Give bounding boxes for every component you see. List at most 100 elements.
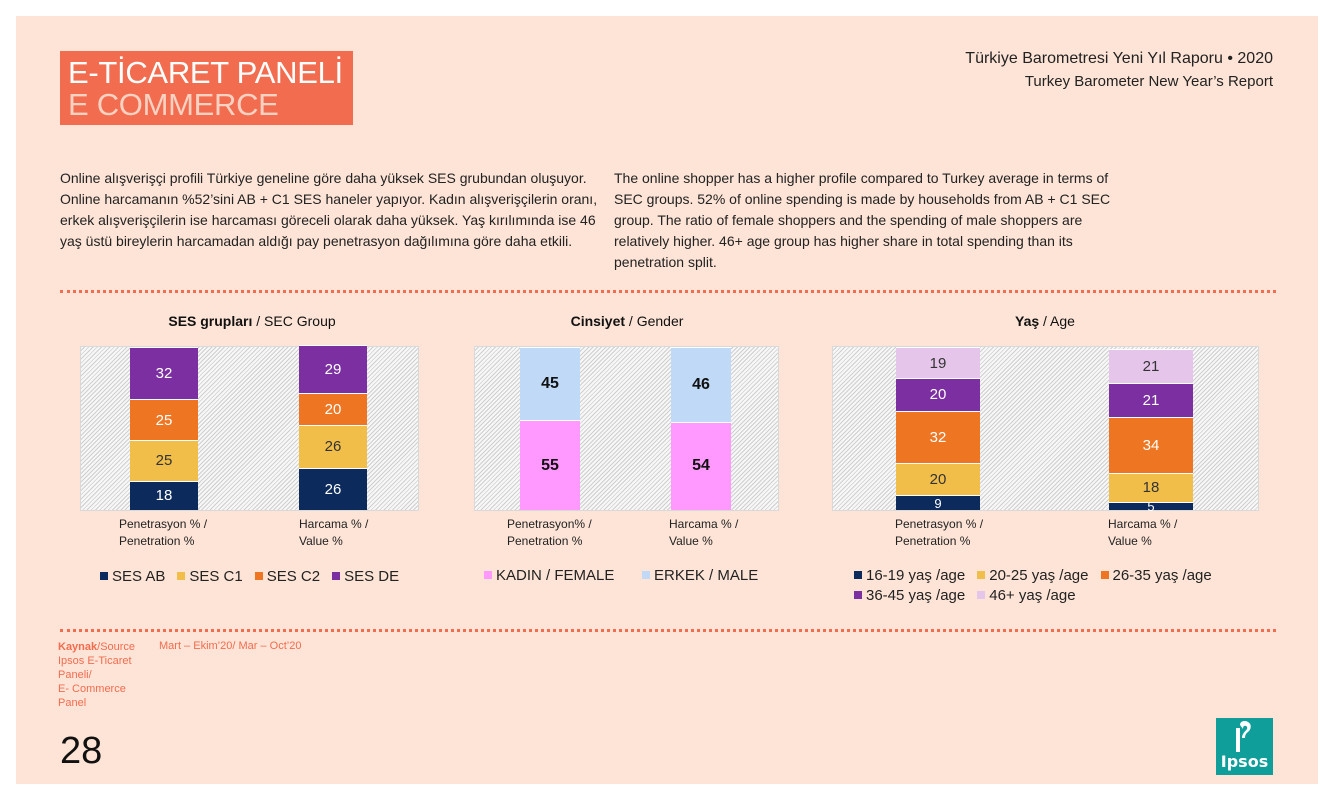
legend-swatch [484,571,492,579]
report-title-turkish: Türkiye Barometresi Yeni Yıl Raporu • 20… [965,50,1273,67]
report-title-english: Turkey Barometer New Year’s Report [1024,73,1273,90]
age-bar-segment: 18 [1109,472,1193,502]
gender-data-label: 45 [541,375,559,393]
ses-bar-segment: 25 [130,399,198,440]
age-chart: 9 20 32 20 19 5 18 34 21 21 [832,346,1259,513]
intro-paragraph-turkish: Online alışverişçi profili Türkiye genel… [60,170,598,249]
ses-bar-penetration: 18 25 25 32 [130,347,198,510]
source-line: Paneli/ [58,669,92,681]
gender-bar-penetration: 55 45 [520,347,580,510]
dotted-divider-bottom [60,629,1276,632]
ses-chart: 18 25 25 32 26 26 20 29 [80,345,419,511]
legend-item-male: ERKEK / MALE [642,567,758,584]
gender-chart: 55 45 54 46 [474,346,779,511]
legend-swatch [642,571,650,579]
title-turkish: E-TİCARET PANELİ [68,55,343,90]
age-legend-row-1: 16-19 yaş /age 20-25 yaş /age 26-35 yaş … [854,567,1212,584]
page-number: 28 [60,730,103,772]
age-data-label: 9 [934,495,942,511]
source-line: E- Commerce [58,683,126,695]
ses-data-label: 25 [155,452,173,470]
ipsos-logo-text: Ipsos [1220,752,1269,771]
age-xlabel-penetration: Penetrasyon % / Penetration % [895,517,984,548]
ses-bar-segment: 26 [299,425,367,468]
legend-swatch [977,591,986,599]
age-bar-segment: 21 [1109,382,1193,418]
legend-item-female: KADIN / FEMALE [484,567,614,584]
age-data-label: 20 [929,386,947,404]
ses-data-label: 25 [155,411,173,429]
ipsos-logo-mark-icon [1236,721,1251,752]
legend-item-age-46-plus: 46+ yaş /age [977,587,1076,604]
gender-data-label: 54 [692,457,710,475]
intro-paragraph-english: The online shopper has a higher profile … [614,170,1111,270]
age-data-label: 32 [929,428,947,446]
legend-swatch [854,571,862,579]
slide: E-TİCARET PANELİ E COMMERCE Türkiye Baro… [16,16,1318,784]
gender-bar-segment: 54 [671,421,731,510]
legend-swatch [254,572,263,580]
ses-data-label: 29 [324,361,342,378]
age-data-label: 21 [1142,391,1160,409]
legend-swatch [177,572,186,580]
title-english: E COMMERCE [68,87,279,122]
legend-item-ses-c2: SES C2 [254,568,320,585]
ses-bar-segment: 32 [130,347,198,400]
legend-item-age-20-25: 20-25 yaş /age [977,567,1089,584]
age-bar-value: 5 18 34 21 21 [1109,347,1193,513]
age-data-label: 21 [1142,357,1160,375]
ses-bar-segment: 18 [130,480,198,510]
age-data-label: 20 [929,471,947,489]
age-bar-segment: 20 [896,462,980,496]
ses-panel-title: SES grupları / SEC Group [168,313,336,329]
ses-xlabel-penetration: Penetrasyon % / Penetration % [119,517,208,548]
age-bar-segment: 9 [896,495,980,510]
gender-bar-value: 54 46 [671,347,731,510]
age-bar-segment: 34 [1109,417,1193,473]
gender-data-label: 55 [541,456,559,474]
gender-panel-title: Cinsiyet / Gender [570,313,684,329]
age-data-label: 34 [1142,436,1160,454]
age-legend-row-2: 36-45 yaş /age 46+ yaş /age [854,587,1076,604]
title-box: E-TİCARET PANELİ E COMMERCE [60,51,353,125]
age-bar-segment: 5 [1109,500,1193,513]
legend-item-ses-c1: SES C1 [177,568,243,585]
ses-bar-segment: 25 [130,439,198,481]
legend-item-ses-ab: SES AB [100,568,165,585]
source-line: Ipsos E-Ticaret [58,655,132,667]
age-bar-segment: 20 [896,377,980,411]
legend-item-age-36-45: 36-45 yaş /age [854,587,965,604]
age-bar-segment: 21 [1109,348,1193,383]
ses-xlabel-value: Harcama % / Value % [299,517,369,548]
legend-swatch [977,571,986,579]
gender-xlabel-penetration: Penetrasyon% / Penetration % [507,517,592,548]
gender-data-label: 46 [692,376,710,393]
age-xlabel-value: Harcama % / Value % [1108,517,1178,548]
ses-bar-segment: 29 [299,345,367,393]
ses-data-label: 18 [155,487,173,505]
age-data-label: 19 [929,354,947,372]
ses-data-label: 26 [324,438,342,456]
age-data-label: 18 [1142,479,1160,497]
age-bar-segment: 19 [896,347,980,378]
ipsos-logo: Ipsos [1216,718,1273,775]
legend-item-age-26-35: 26-35 yaş /age [1100,567,1212,584]
legend-item-age-16-19: 16-19 yaş /age [854,567,965,584]
gender-bar-segment: 55 [520,420,580,510]
legend-swatch [1100,571,1109,579]
ses-bar-value: 26 26 20 29 [299,345,367,510]
source-label: Kaynak/Source [58,641,136,653]
legend-swatch [854,591,862,599]
source-note: Kaynak/Source Ipsos E-Ticaret Paneli/ E-… [58,640,135,710]
age-panel-title: Yaş / Age [1015,313,1075,329]
gender-xlabel-value: Harcama % / Value % [669,517,739,548]
ses-data-label: 20 [324,400,342,418]
ses-data-label: 32 [155,365,173,383]
legend-swatch [332,572,341,580]
gender-bar-segment: 46 [671,347,731,422]
source-line: Panel [58,697,87,709]
dotted-divider-top [60,290,1276,293]
age-bar-penetration: 9 20 32 20 19 [896,347,980,510]
ses-data-label: 26 [324,480,342,498]
period-note: Mart – Ekim’20/ Mar – Oct’20 [159,640,302,652]
